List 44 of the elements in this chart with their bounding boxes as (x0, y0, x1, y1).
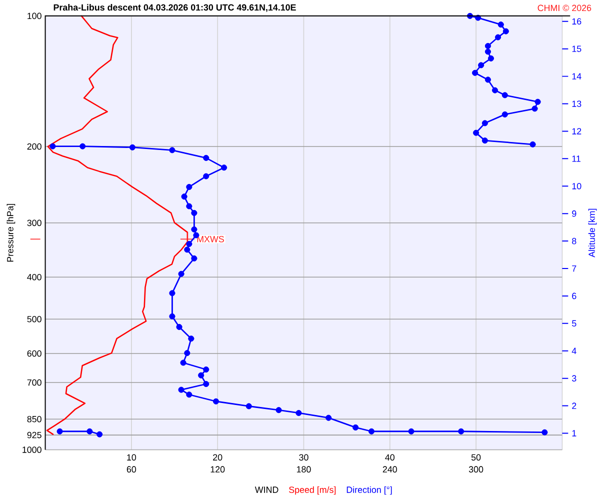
y2-tick-label: 4 (572, 348, 576, 354)
y-tick-label: 700 (27, 379, 42, 386)
x-tick-label: 20 (213, 454, 222, 461)
text: Direction [°] (346, 486, 392, 495)
y2-tick-label: 1 (572, 430, 576, 436)
y2-tick-label: 6 (572, 292, 576, 300)
y-tick-label: 600 (27, 350, 42, 357)
y2-tick-label: 16 (572, 18, 582, 25)
y2-tick-label: 11 (572, 156, 580, 162)
y-tick-label: 400 (27, 274, 42, 280)
x-tick-label: 50 (471, 454, 481, 461)
y2-axis-title: Altitude [km] (588, 208, 597, 258)
y-tick-label: 850 (27, 416, 42, 422)
x-tick-label: 10 (127, 454, 136, 461)
y-tick-label: 925 (27, 432, 42, 438)
y2-tick-label: 10 (572, 182, 582, 190)
y2-tick-label: 8 (572, 238, 576, 244)
y2-tick-label: 5 (572, 320, 576, 327)
x-axis-title: WIND (254, 486, 278, 493)
x2-tick-label: 300 (468, 466, 484, 473)
y2-tick-label: 7 (572, 265, 576, 272)
y2-tick-label: 15 (572, 46, 582, 52)
x2-tick-label: 240 (382, 466, 397, 473)
y-tick-label: 200 (27, 143, 42, 150)
x-tick-label: 30 (299, 454, 308, 461)
y-tick-label: 100 (28, 12, 42, 20)
annotation: MXWS (197, 236, 224, 242)
x2-tick-label: 180 (296, 466, 311, 473)
x-tick-label: 40 (385, 454, 394, 461)
y-tick-label: 500 (27, 316, 42, 322)
y2-tick-label: 14 (572, 73, 582, 80)
x2-tick-label: 120 (210, 466, 225, 473)
x2-tick-label: 60 (126, 466, 136, 473)
y-tick-label: 1000 (22, 446, 42, 453)
y2-tick-label: 13 (572, 100, 582, 107)
y2-tick-label: 2 (572, 402, 576, 409)
y2-tick-label: 9 (572, 210, 576, 217)
y-axis-title: Pressure [hPa] (6, 204, 16, 262)
chart-title: Praha-Libus descent 04.03.2026 01:30 UTC 49.61N,14.10E (54, 4, 296, 12)
text: Speed [m/s] (289, 486, 336, 495)
y2-tick-label: 3 (572, 375, 576, 382)
y2-tick-label: 12 (572, 128, 582, 134)
text: CHMI © 2026 (538, 4, 592, 12)
y-tick-label: 300 (27, 220, 42, 226)
